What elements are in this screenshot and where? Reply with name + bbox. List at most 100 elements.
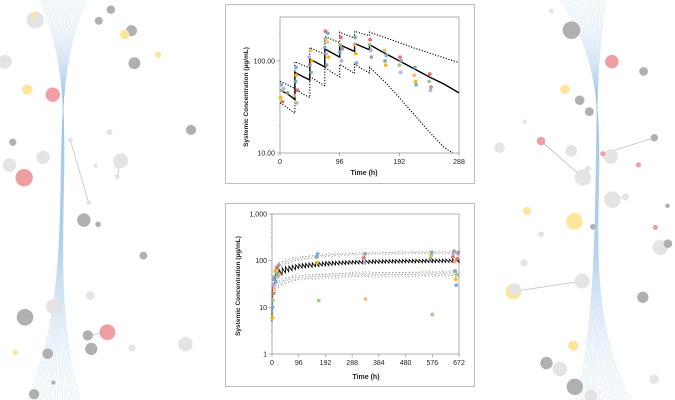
chart-bottom-xtick-label: 384	[373, 360, 385, 367]
chart-top-observed-point	[294, 101, 299, 105]
chart-top-observed-point	[367, 42, 372, 47]
molecule-node	[649, 374, 659, 384]
chart-bottom-xtick-label: 672	[453, 360, 465, 367]
wave-line	[39, 0, 81, 400]
wave-line	[570, 0, 618, 400]
bond-line	[513, 280, 583, 292]
chart-bottom-observed-point	[361, 255, 366, 260]
chart-top-observed-point	[413, 79, 418, 84]
chart-bottom-observed-point	[452, 259, 457, 264]
chart-bottom-observed-point	[455, 256, 460, 261]
molecule-node	[520, 259, 528, 267]
molecule-node	[604, 191, 621, 208]
chart-top-observed-point	[280, 99, 285, 104]
chart-bottom-ytick-label: 1,000	[249, 212, 267, 219]
wave-line	[27, 0, 87, 400]
molecule-node	[106, 5, 116, 14]
chart-bottom-observed-point	[274, 270, 279, 275]
chart-bottom-xtick-label: 96	[295, 360, 303, 367]
molecule-node	[85, 291, 95, 300]
chart-top-observed-point	[398, 55, 402, 60]
chart-bottom-observed-point	[454, 283, 459, 287]
molecule-node	[568, 340, 579, 351]
chart-top-observed-point	[278, 95, 283, 100]
molecule-node	[67, 137, 73, 143]
chart-panel-top: Systemic Concentration (µg/mL) Time (h) …	[225, 4, 475, 184]
chart-top-observed-point	[325, 40, 330, 45]
bond-line	[540, 140, 584, 178]
wave-line	[41, 0, 78, 400]
chart-bottom-observed-point	[454, 272, 459, 277]
wave-line	[582, 0, 603, 400]
molecule-node	[508, 283, 521, 296]
molecule-node	[637, 291, 649, 303]
molecule-node	[28, 389, 40, 400]
molecule-node	[663, 239, 673, 249]
chart-top-xtick-label: 192	[393, 159, 405, 166]
wave-line	[52, 0, 65, 400]
molecule-node	[22, 84, 33, 95]
chart-bottom-observed-point	[271, 283, 276, 287]
chart-bottom-observed-point	[363, 251, 367, 256]
molecule-node	[51, 380, 56, 385]
molecule-node	[36, 150, 50, 165]
chart-bottom-observed-point	[314, 255, 319, 259]
wave-line	[57, 0, 64, 400]
chart-bottom-observed-point	[452, 249, 456, 254]
wave-line	[579, 0, 605, 400]
molecule-node	[562, 21, 581, 39]
chart-top-observed-point	[337, 50, 342, 54]
wave-line	[50, 0, 68, 400]
wave-line	[566, 0, 623, 400]
chart-bottom-observed-point	[429, 250, 434, 255]
chart-top-observed-point	[427, 79, 432, 84]
chart-bottom-median-line	[271, 258, 460, 322]
chart-top-observed-point	[324, 51, 328, 56]
chart-panel-bottom: Systemic Concentration (µg/mL) Time (h) …	[225, 203, 475, 387]
wave-line	[42, 0, 74, 400]
molecule-node	[650, 134, 659, 142]
chart-top-ylabel: Systemic Concentration (µg/mL)	[243, 47, 250, 147]
chart-bottom-observed-point	[430, 312, 435, 317]
molecule-node	[590, 223, 596, 230]
molecule-node	[128, 344, 136, 352]
wave-line	[577, 0, 611, 400]
chart-top-observed-point	[427, 72, 432, 76]
molecule-node	[665, 203, 670, 209]
wave-line	[55, 0, 64, 400]
chart-top-observed-point	[398, 70, 403, 75]
wave-line	[49, 0, 67, 400]
wave-line	[29, 0, 85, 400]
chart-top-observed-point	[326, 55, 331, 60]
molecule-node	[552, 361, 568, 377]
wave-line	[586, 0, 601, 400]
wave-line	[46, 0, 73, 400]
chart-bottom-ytick-label: 1	[263, 352, 267, 359]
chart-bottom-plot-frame	[271, 213, 460, 355]
chart-top-observed-point	[368, 37, 373, 42]
molecule-node	[621, 193, 630, 201]
chart-top-observed-point	[353, 51, 358, 56]
wave-line	[577, 0, 607, 400]
chart-bottom-ci-line	[271, 269, 460, 332]
chart-top-observed-point	[322, 45, 327, 50]
wave-line	[54, 0, 64, 400]
chart-bottom-observed-point	[270, 298, 275, 303]
wave-line	[37, 0, 78, 400]
wave-line	[584, 0, 600, 400]
chart-bottom-observed-point	[429, 253, 434, 258]
wave-line	[575, 0, 613, 400]
chart-bottom-observed-point	[428, 256, 433, 261]
chart-top-observed-point	[294, 65, 299, 70]
wave-line	[568, 0, 621, 400]
chart-top-observed-point	[309, 59, 314, 63]
chart-top-observed-point	[324, 63, 329, 68]
chart-top-observed-point	[369, 55, 374, 60]
chart-bottom-observed-point	[315, 260, 319, 265]
wave-line	[592, 0, 598, 400]
molecule-node	[46, 298, 63, 315]
wave-line	[588, 0, 598, 400]
chart-top-observed-point	[352, 42, 357, 47]
chart-top-xtick-label: 0	[278, 159, 282, 166]
